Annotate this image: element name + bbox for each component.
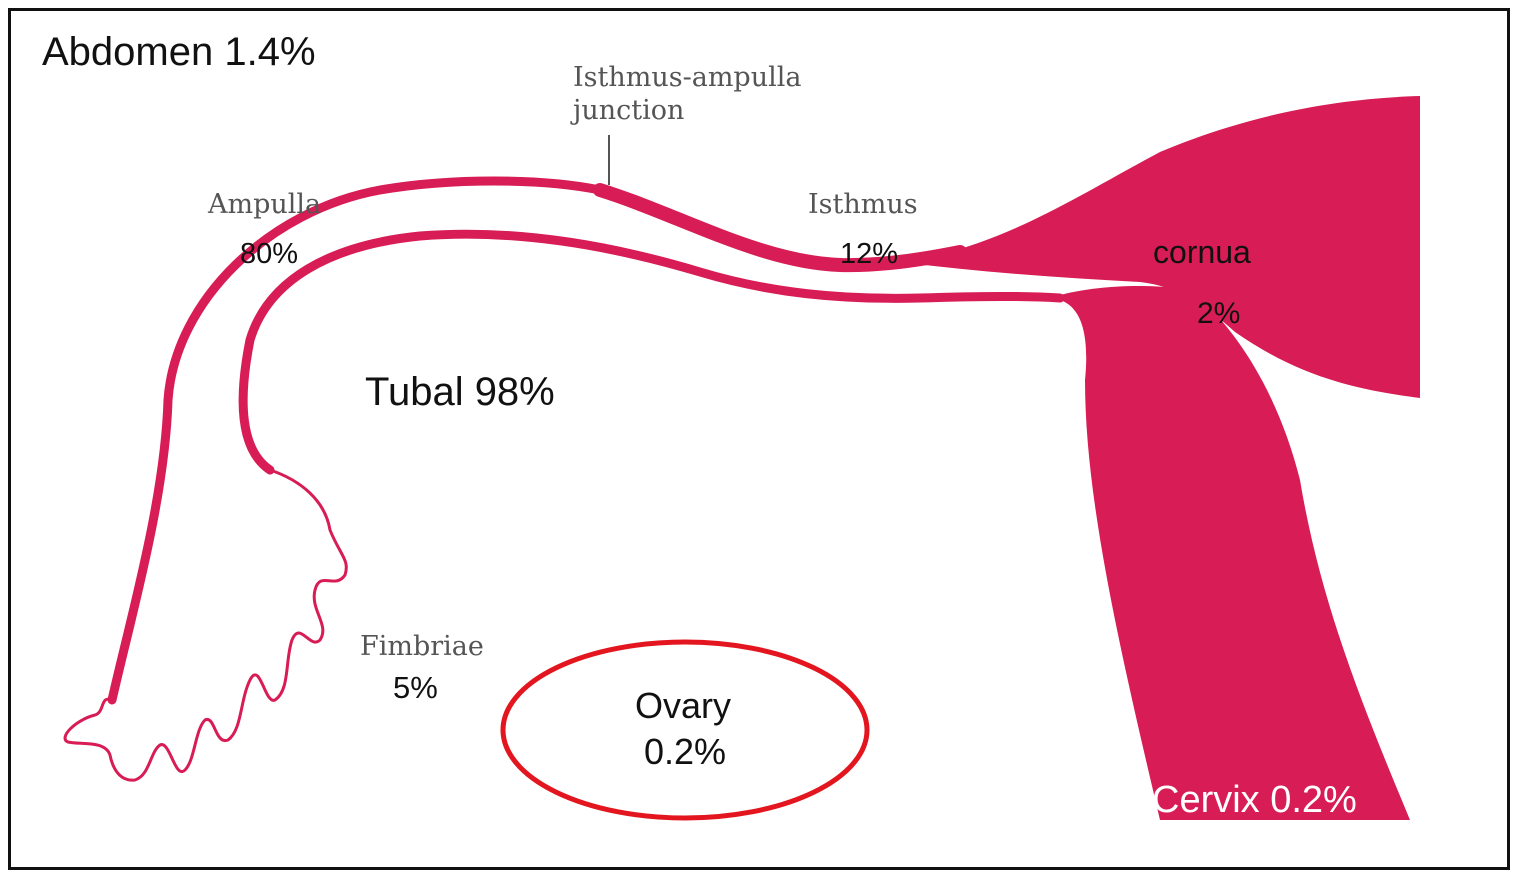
isthmus-name-label: Isthmus (808, 189, 918, 220)
isthmus-percent-label: 12% (840, 238, 898, 270)
tube-outer-wall (107, 176, 605, 705)
ovary-outline (500, 639, 870, 821)
fimbriae-fringe (63, 468, 348, 782)
cornua-percent-label: 2% (1197, 297, 1240, 330)
cervix-label: Cervix 0.2% (1152, 779, 1357, 821)
cervix-shape (1050, 286, 1410, 820)
ovary-name-label: Ovary (635, 685, 731, 726)
uterus-cornua-shape (900, 96, 1420, 398)
ampulla-name-label: Ampulla (207, 189, 321, 220)
ampulla-percent-label: 80% (240, 238, 298, 270)
cornua-name-label: cornua (1153, 234, 1251, 270)
isthmus-outer-wall (593, 183, 967, 273)
tubal-label: Tubal 98% (365, 370, 555, 414)
isthmus-ampulla-label-line2: junction (570, 95, 684, 126)
tube-inner-wall (238, 229, 1065, 475)
fimbriae-percent-label: 5% (393, 670, 438, 705)
fimbriae-name-label: Fimbriae (360, 631, 484, 662)
ovary-percent-label: 0.2% (644, 731, 726, 772)
isthmus-ampulla-label-line1: Isthmus-ampulla (573, 62, 801, 93)
abdomen-label: Abdomen 1.4% (42, 30, 316, 74)
